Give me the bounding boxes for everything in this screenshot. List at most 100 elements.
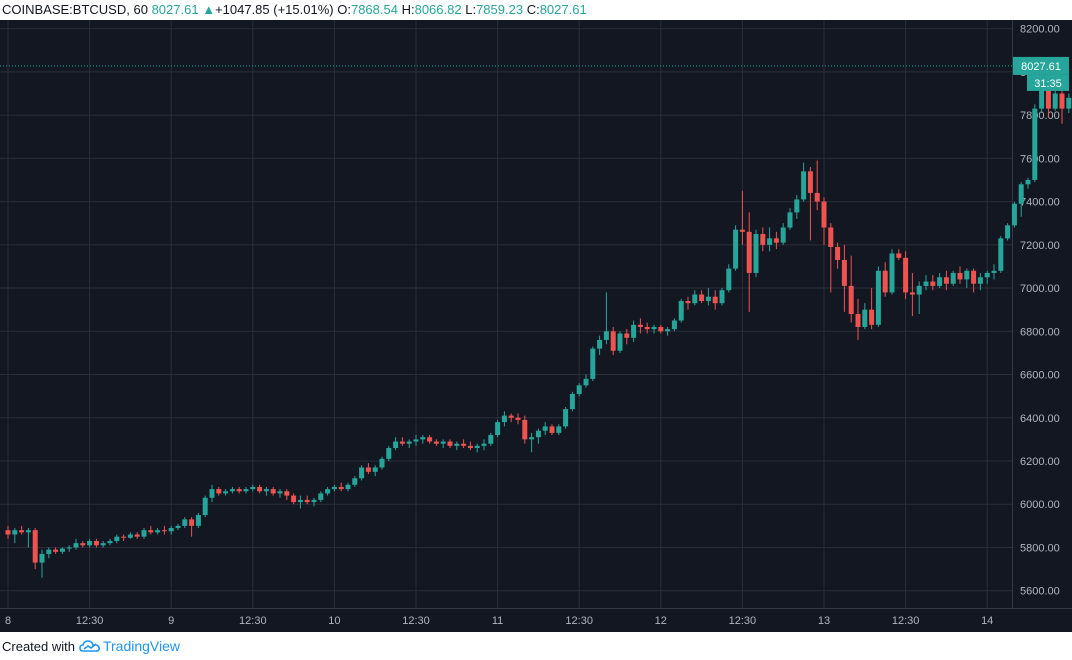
candle-body [998, 238, 1004, 271]
last-price: 8027.61 [151, 2, 199, 17]
y-tick-label: 7600.00 [1020, 153, 1060, 165]
candle-body [875, 270, 881, 325]
candle-body [121, 536, 127, 538]
candle-body [243, 489, 249, 492]
candle-body [359, 467, 365, 479]
candle-body [73, 543, 79, 548]
candle-body [263, 489, 269, 492]
candle-body [399, 441, 405, 444]
created-with-label: Created with [2, 638, 75, 654]
candle-body [331, 486, 337, 490]
candle-body [678, 301, 684, 321]
candle-body [583, 378, 589, 386]
candle-body [12, 530, 18, 535]
candle-body [862, 309, 868, 327]
countdown-badge [1027, 74, 1069, 91]
candle-body [195, 515, 201, 526]
candle-body [699, 294, 705, 302]
candle-body [841, 259, 847, 286]
candle-body [869, 309, 875, 325]
candle-body [821, 201, 827, 228]
candle-body [304, 499, 310, 503]
candle-body [19, 530, 25, 533]
candle-body [848, 285, 854, 314]
candle-body [481, 443, 487, 446]
candle-body [733, 229, 739, 269]
candle-body [345, 484, 351, 490]
candle-body [175, 525, 181, 529]
x-tick-label: 12:30 [565, 615, 593, 627]
candle-body [773, 238, 779, 243]
candle-body [665, 329, 671, 332]
candle-body [1005, 225, 1011, 239]
high-label: H: [401, 2, 415, 17]
candle-body [787, 212, 793, 228]
candle-body [991, 270, 997, 273]
y-tick-label: 6000.00 [1020, 499, 1060, 511]
candlestick-chart[interactable]: 5600.00 5800.00 6000.00 6200.00 6400.00 6600.… [0, 20, 1072, 632]
candle-body [631, 324, 637, 338]
candle-body [495, 422, 501, 436]
candle-body [957, 272, 963, 280]
y-tick-label: 6800.00 [1020, 326, 1060, 338]
y-tick-label: 6400.00 [1020, 413, 1060, 425]
candle-body [93, 540, 99, 546]
candle-body [1059, 93, 1065, 109]
candle-body [1011, 203, 1017, 226]
candle-body [576, 385, 582, 394]
candle-body [161, 530, 167, 532]
candle-body [597, 339, 603, 349]
y-tick-label: 6600.00 [1020, 370, 1060, 382]
candle-body [311, 499, 317, 503]
candle-body [100, 543, 106, 546]
candle-body [943, 277, 949, 284]
candle-body [535, 430, 541, 438]
candle-body [692, 294, 698, 304]
close-label: C: [526, 2, 540, 17]
candle-body [671, 320, 677, 330]
x-tick-label: 11 [492, 615, 503, 627]
candle-body [767, 238, 773, 245]
candle-body [318, 493, 324, 500]
candle-body [617, 333, 623, 351]
candle-body [590, 348, 596, 379]
candle-body [229, 489, 235, 492]
open-value: 7868.54 [350, 2, 398, 17]
x-tick-label: 12:30 [239, 615, 267, 627]
candle-body [916, 285, 922, 295]
candle-body [828, 227, 834, 247]
y-tick-label: 5800.00 [1020, 542, 1060, 554]
candle-body [637, 324, 643, 327]
candle-body [270, 489, 276, 494]
candle-body [807, 171, 813, 193]
candle-body [882, 270, 888, 293]
candle-body [624, 333, 630, 338]
candle-body [726, 268, 732, 291]
candle-body [66, 547, 72, 549]
candle-body [386, 448, 392, 459]
tradingview-logo[interactable]: TradingView [79, 638, 180, 654]
x-tick-label: 10 [328, 615, 340, 627]
candle-body [46, 549, 52, 554]
x-tick-label: 12:30 [402, 615, 430, 627]
y-tick-label: 7200.00 [1020, 240, 1060, 252]
candle-body [257, 486, 263, 492]
candle-body [202, 497, 208, 516]
candle-body [454, 443, 460, 446]
tradingview-cloud-icon [79, 640, 100, 652]
candle-body [352, 478, 358, 485]
candle-body [223, 491, 229, 494]
candle-body [372, 467, 378, 472]
candle-body [141, 530, 147, 537]
x-tick-label: 9 [168, 615, 174, 627]
candle-body [753, 234, 759, 273]
candle-body [712, 296, 718, 304]
y-tick-label: 5600.00 [1020, 586, 1060, 598]
candle-body [406, 441, 412, 444]
chart-area[interactable]: 5600.00 5800.00 6000.00 6200.00 6400.00 6600.… [0, 20, 1072, 632]
candle-body [39, 553, 45, 563]
candle-body [53, 549, 59, 552]
candle-body [855, 314, 861, 327]
footer: Created with TradingView [0, 632, 1072, 660]
candle-body [467, 445, 473, 449]
